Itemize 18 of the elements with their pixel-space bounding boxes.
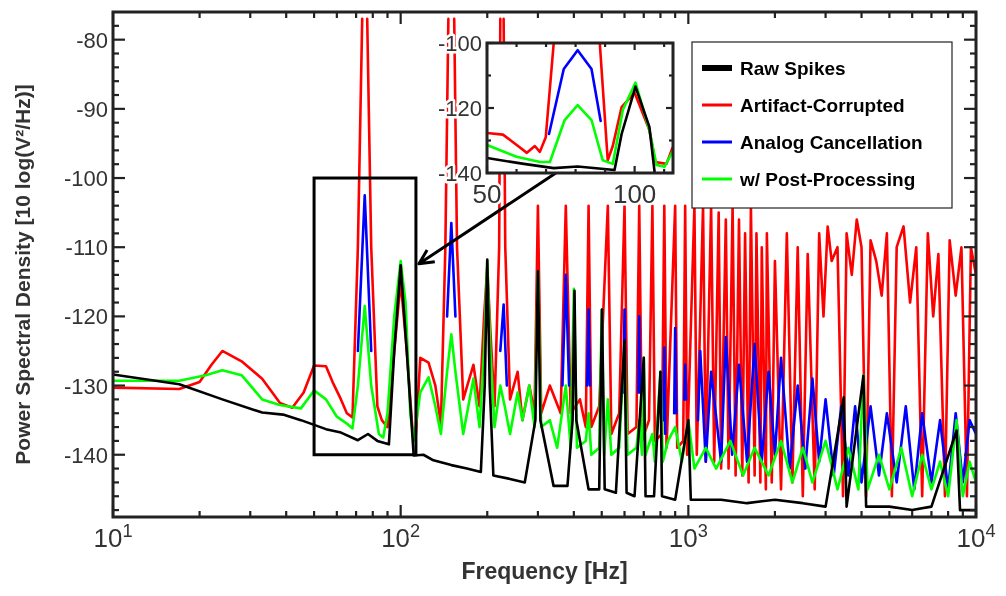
x-tick-label: 100 [612, 179, 657, 209]
legend-label: Artifact-Corrupted [740, 95, 905, 116]
legend-label: Analog Cancellation [740, 132, 923, 153]
legend-label: Raw Spikes [740, 58, 846, 79]
x-tick-label: 10$^{4}$ [956, 521, 996, 553]
y-tick-label: -80 [76, 27, 108, 53]
y-tick-label: -110 [65, 235, 108, 261]
x-axis-title: Frequency [Hz] [461, 558, 628, 584]
legend-label: w/ Post-Processing [739, 169, 916, 190]
y-tick-label: -90 [76, 96, 108, 122]
x-tick-label: 10$^{2}$ [381, 521, 421, 553]
x-tick-label: 10$^{1}$ [93, 521, 133, 553]
y-tick-label: -120 [63, 304, 108, 330]
x-tick-label: 10$^{3}$ [668, 521, 708, 553]
y-axis-title: Power Spectral Density [10 log(V²/Hz)] [11, 84, 34, 465]
y-tick-label: -140 [63, 442, 108, 468]
y-tick-label: -130 [63, 373, 108, 399]
y-tick-label: -100 [63, 166, 108, 192]
